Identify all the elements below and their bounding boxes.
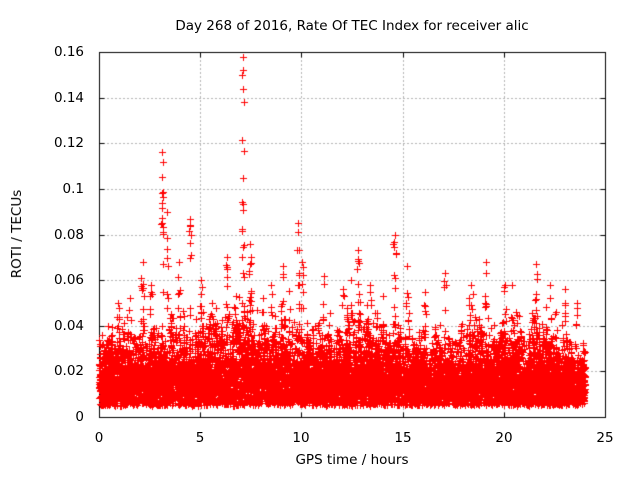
x-tick-label: 5	[195, 430, 205, 446]
x-tick-label: 25	[596, 430, 614, 446]
y-tick-label: 0.08	[53, 227, 84, 243]
y-tick-label: 0.16	[53, 44, 84, 60]
x-axis-label: GPS time / hours	[295, 452, 409, 468]
y-tick-label: 0.04	[53, 318, 84, 334]
chart-title: Day 268 of 2016, Rate Of TEC Index for r…	[175, 18, 529, 34]
y-tick-label: 0.14	[53, 90, 84, 106]
y-tick-label: 0	[75, 409, 84, 425]
x-tick-label: 10	[292, 430, 310, 446]
x-tick-label: 0	[94, 430, 104, 446]
y-tick-label: 0.12	[53, 135, 84, 151]
y-tick-label: 0.02	[53, 363, 84, 379]
x-tick-label: 15	[394, 430, 412, 446]
y-tick-label: 0.1	[62, 181, 84, 197]
x-tick-label: 20	[495, 430, 513, 446]
y-tick-label: 0.06	[53, 272, 84, 288]
